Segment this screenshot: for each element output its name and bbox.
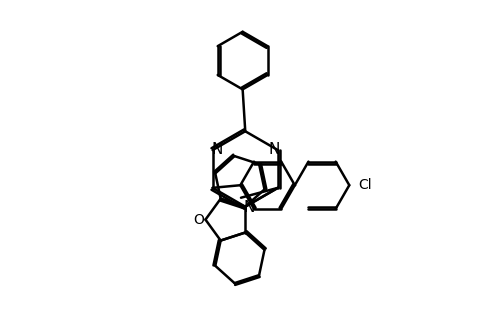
Text: Cl: Cl	[359, 178, 372, 192]
Text: N: N	[211, 142, 222, 157]
Text: O: O	[193, 213, 204, 227]
Text: N: N	[244, 200, 255, 215]
Text: N: N	[268, 142, 280, 157]
